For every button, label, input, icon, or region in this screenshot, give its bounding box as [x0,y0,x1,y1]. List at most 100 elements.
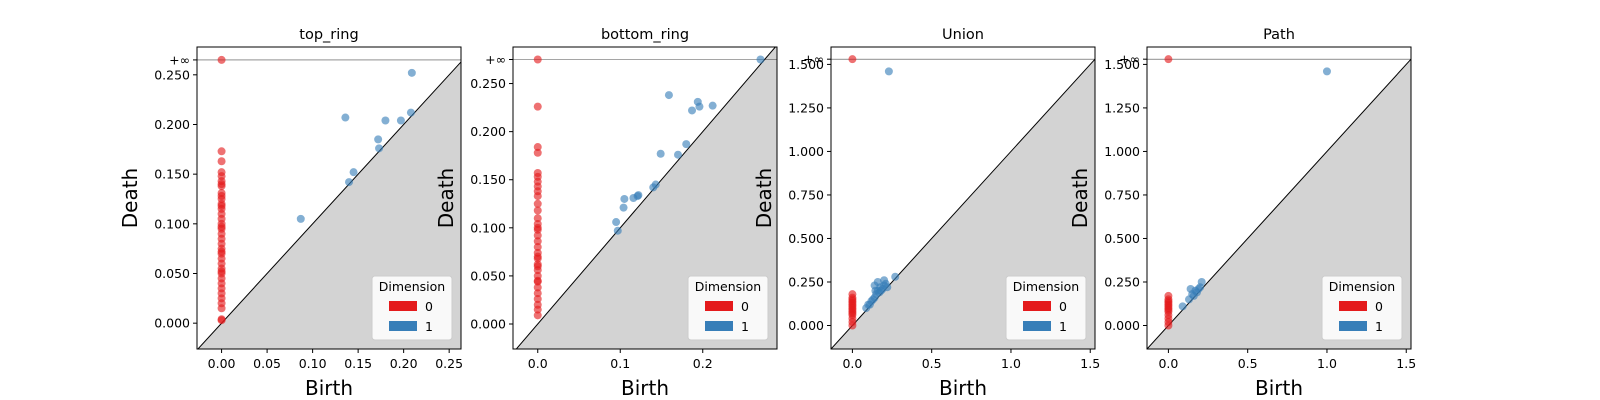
data-point [880,276,889,285]
y-tick-label: 1.000 [788,144,824,159]
y-tick-label: 0.050 [470,268,506,283]
data-point [1164,55,1173,64]
data-point [613,226,622,235]
data-point [533,276,542,285]
data-point [217,180,226,189]
x-tick-label: 1.5 [1396,356,1416,371]
y-tick-label: 1.500 [1104,57,1140,72]
y-axis-label: Death [434,168,458,228]
data-point [533,223,542,232]
data-point [1164,321,1173,330]
y-tick-label: 1.000 [1104,144,1140,159]
chart-panel-union: 0.0 0.5 1.0 1.5 0.000 0.250 0.500 0.750 1.000 1.2… [752,27,1100,400]
data-point [533,55,542,64]
y-tick-label: 0.250 [1104,274,1140,289]
y-axis-label: Death [118,168,142,228]
y-tick-label: 1.250 [1104,100,1140,115]
chart-panel-top-ring: 0.00 0.05 0.10 0.15 0.20 0.25 0.000 0.050 0.100 0… [118,27,463,400]
y-tick-label: 0.000 [1104,318,1140,333]
data-point [217,192,226,201]
axes-frame [196,46,462,350]
y-tick-label: 0.250 [788,274,824,289]
series-dim-0 [1164,55,1173,330]
legend-label-1: 1 [1375,319,1383,334]
legend-label-0: 0 [425,299,433,314]
legend-swatch-1 [389,321,417,331]
data-point [695,102,704,111]
data-point [1178,302,1187,311]
data-point [217,247,226,256]
x-tick-label: 1.5 [1080,356,1100,371]
data-point [296,214,305,223]
data-point [533,214,542,223]
legend-label-1: 1 [741,319,749,334]
data-point [1188,290,1197,299]
data-point [708,101,717,110]
series-dim-1 [862,67,900,313]
series-dim-1 [1178,67,1331,311]
data-point [349,168,358,177]
chart-panel-path: 0.0 0.5 1.0 1.5 0.000 0.250 0.500 0.750 1.000 1.2… [1068,27,1416,400]
data-point [848,321,857,330]
legend: Dimension 0 1 [371,275,453,341]
axes-frame [1146,46,1412,350]
y-tick-label: 0.500 [1104,231,1140,246]
x-tick-label: 0.5 [1238,356,1258,371]
data-point [533,262,542,271]
infinity-tick-label: +∞ [1119,52,1140,67]
data-point [375,144,384,153]
data-point [533,252,542,261]
data-point [217,147,226,156]
series-dim-0 [217,55,226,325]
x-axis-label: Birth [305,376,353,400]
data-point [533,206,542,215]
x-tick-label: 0.0 [528,356,548,371]
data-point [217,55,226,64]
x-tick-label: 0.15 [344,356,372,371]
legend-swatch-1 [1023,321,1051,331]
chart-title: Path [1263,27,1295,43]
y-axis-label: Death [752,168,776,228]
plot-area [513,47,777,349]
data-point [407,68,416,77]
data-point [533,231,542,240]
x-tick-label: 1.0 [1317,356,1337,371]
legend-title: Dimension [1329,279,1395,294]
data-point [217,316,226,325]
data-point [756,55,765,64]
chart-title: bottom_ring [601,27,689,43]
data-point [345,178,354,187]
infinity-tick-label: +∞ [803,52,824,67]
data-point [664,91,673,100]
y-tick-label: 0.750 [1104,187,1140,202]
x-axis-label: Birth [621,376,669,400]
x-tick-label: 0.20 [390,356,418,371]
y-tick-label: 0.100 [470,220,506,235]
y-tick-label: 0.000 [470,316,506,331]
y-tick-label: 0.100 [154,216,190,231]
legend: Dimension 0 1 [1321,275,1403,341]
legend-swatch-1 [1339,321,1367,331]
chart-title: top_ring [299,27,358,43]
series-dim-0 [848,55,857,330]
legend: Dimension 0 1 [1005,275,1087,341]
y-tick-label: 1.500 [788,57,824,72]
x-tick-label: 0.05 [253,356,281,371]
data-point [217,201,226,210]
data-point [883,283,892,292]
x-tick-label: 0.2 [693,356,713,371]
y-tick-label: 1.250 [788,100,824,115]
data-point [682,140,691,149]
x-tick-label: 0.25 [435,356,463,371]
data-point [381,116,390,125]
data-point [688,106,697,115]
data-point [533,311,542,320]
axes-frame [512,46,778,350]
data-point [656,149,665,158]
data-point [533,243,542,252]
data-point [533,289,542,298]
data-point [533,102,542,111]
data-point [848,55,857,64]
legend-label-0: 0 [741,299,749,314]
